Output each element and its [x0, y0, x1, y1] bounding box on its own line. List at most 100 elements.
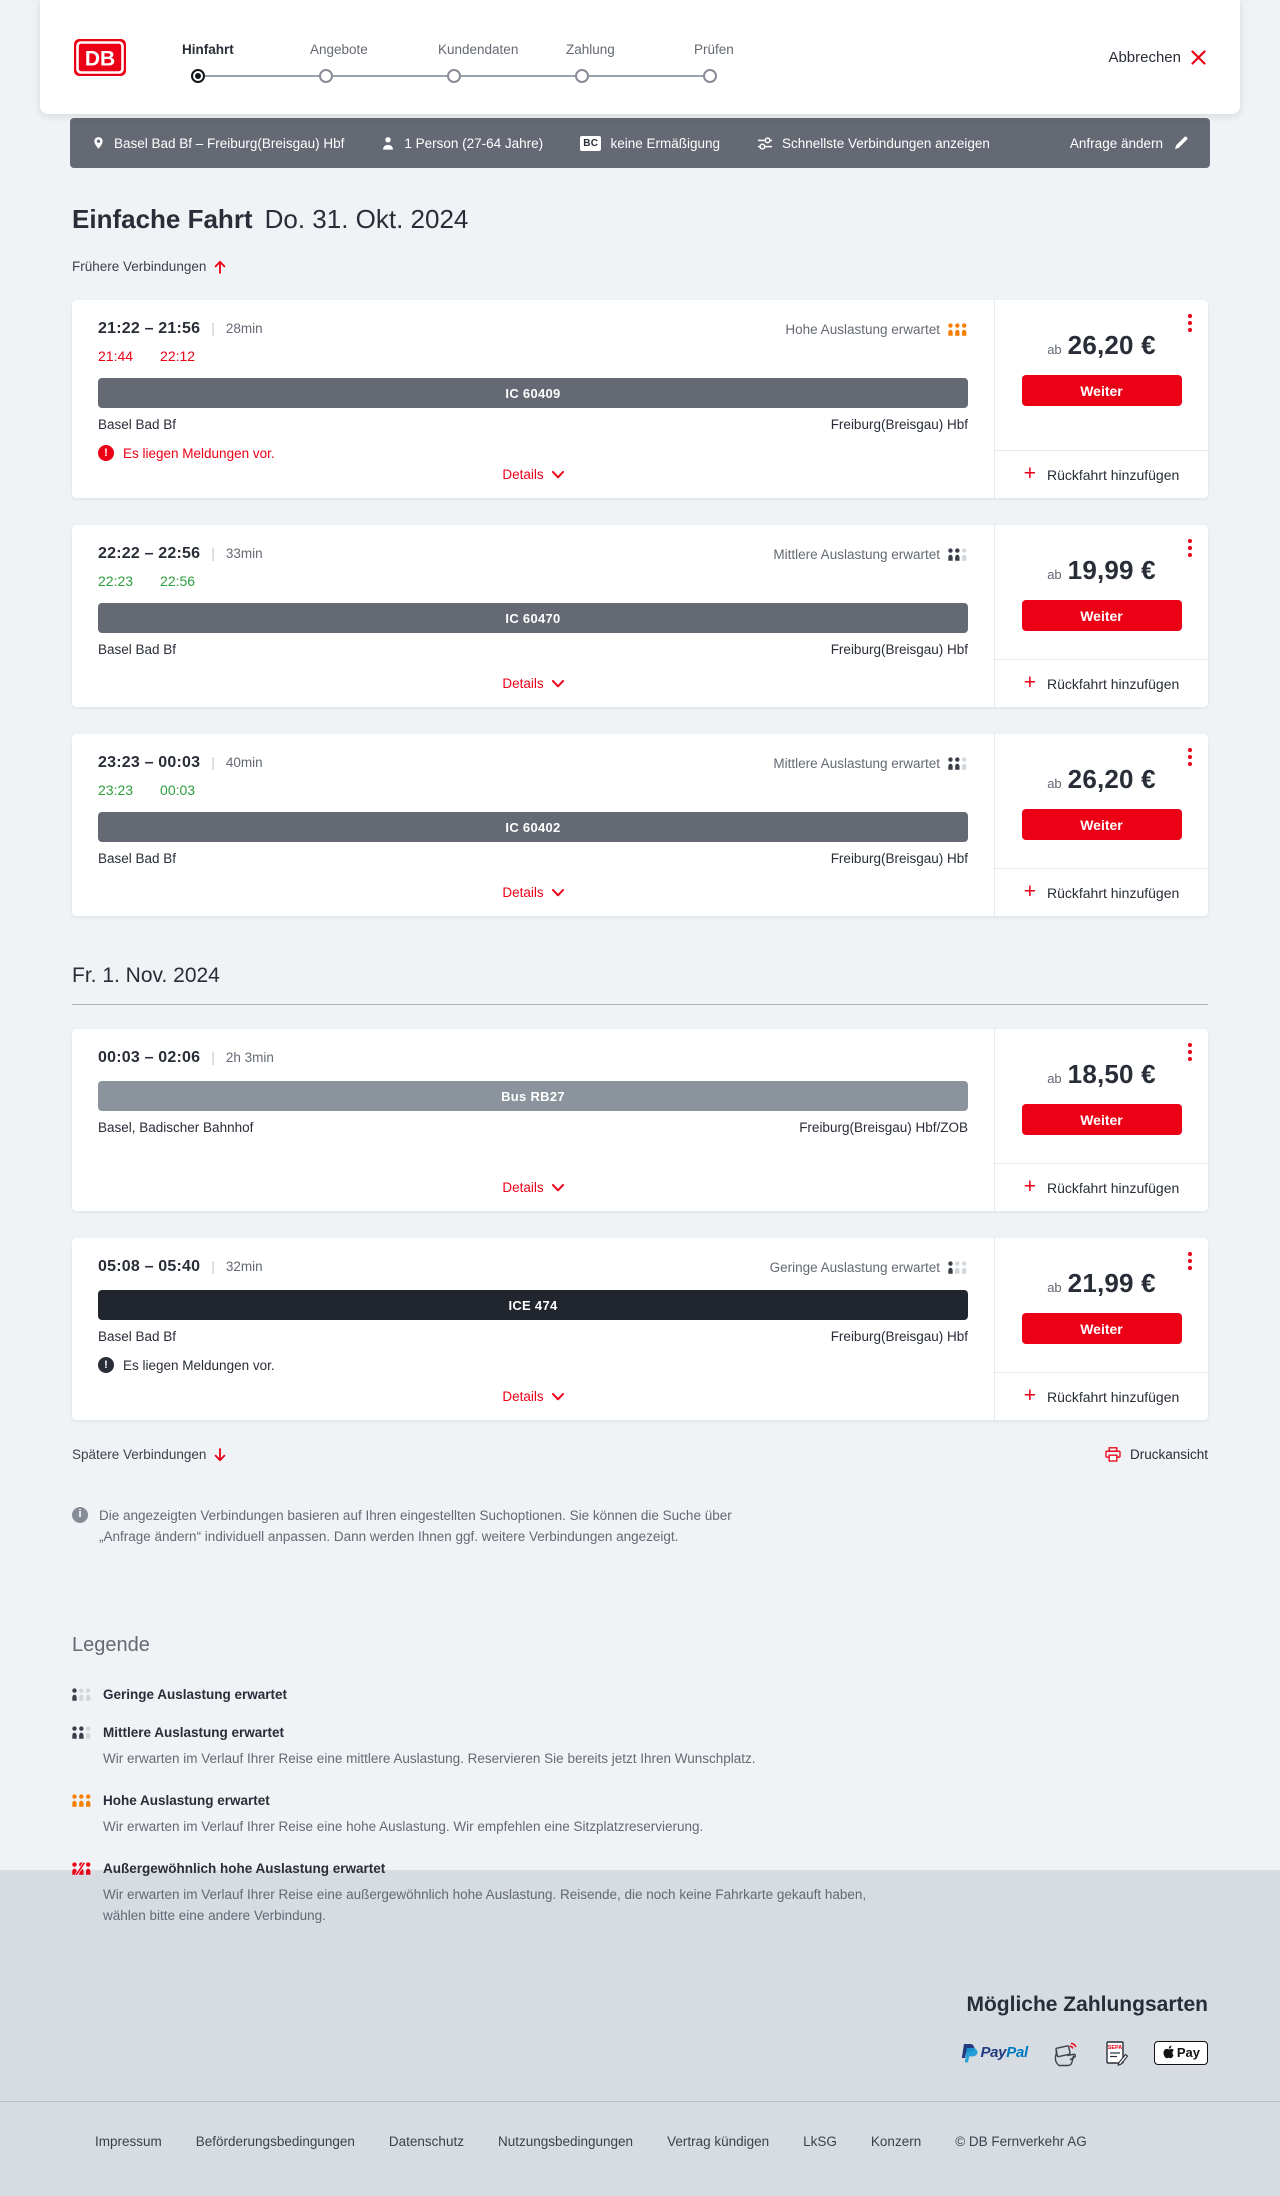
details-toggle[interactable]: Details [502, 1383, 564, 1408]
station-from: Basel Bad Bf [98, 851, 177, 866]
options-menu-button[interactable] [1184, 1039, 1196, 1065]
search-criteria-bar: Basel Bad Bf – Freiburg(Breisgau) Hbf 1 … [70, 118, 1210, 168]
footer-links: Impressum Beförderungsbedingungen Datens… [95, 2134, 1208, 2149]
station-from: Basel Bad Bf [98, 417, 177, 432]
weiter-button[interactable]: Weiter [1021, 375, 1182, 406]
step-dot [703, 68, 717, 83]
footer-link-impressum[interactable]: Impressum [95, 2133, 162, 2149]
legend-item: Mittlere Auslastung erwartet Wir erwarte… [72, 1725, 1208, 1770]
details-toggle[interactable]: Details [502, 461, 564, 486]
payment-section: Mögliche Zahlungsarten PayPal [0, 1953, 1280, 2067]
occupancy-indicator: Hohe Auslastung erwartet [785, 322, 968, 337]
price-panel: ab 26,20 € Weiter + Rückfahrt hinzufügen [994, 300, 1208, 498]
details-toggle[interactable]: Details [502, 670, 564, 695]
footer-link-konzern[interactable]: Konzern [870, 2133, 922, 2149]
add-return-button[interactable]: + Rückfahrt hinzufügen [995, 451, 1208, 498]
info-note: i Die angezeigten Verbindungen basieren … [72, 1506, 1208, 1548]
step-hinfahrt: Hinfahrt [182, 42, 319, 83]
train-number: IC 60402 [505, 819, 561, 835]
station-from: Basel Bad Bf [98, 1329, 177, 1344]
details-toggle[interactable]: Details [502, 1174, 564, 1199]
connection-card: 21:22 – 21:56 | 28min Hohe Auslastung er… [72, 300, 1208, 498]
fastest-connections-toggle[interactable]: Schnellste Verbindungen anzeigen [757, 136, 990, 151]
options-menu-button[interactable] [1184, 310, 1196, 336]
weiter-button[interactable]: Weiter [1021, 1104, 1182, 1135]
connection-card: 22:22 – 22:56 | 33min Mittlere Auslastun… [72, 525, 1208, 707]
footer-copyright: © DB Fernverkehr AG [955, 2133, 1087, 2149]
discount-criteria: BC keine Ermäßigung [580, 135, 720, 151]
footer-link-nutzungsbedingungen[interactable]: Nutzungsbedingungen [497, 2133, 634, 2149]
footer-link-datenschutz[interactable]: Datenschutz [388, 2133, 464, 2149]
connection-details: 23:23 – 00:03 | 40min Mittlere Auslastun… [72, 734, 994, 916]
connection-details: 00:03 – 02:06 | 2h 3min Bus RB27 Basel, … [72, 1029, 994, 1211]
station-to: Freiburg(Breisgau) Hbf [830, 642, 968, 657]
station-to: Freiburg(Breisgau) Hbf [830, 417, 968, 432]
print-view-button[interactable]: Druckansicht [1105, 1447, 1208, 1462]
realtime-arrival: 22:56 [160, 573, 196, 589]
realtime-times: 23:23 00:03 [98, 782, 968, 798]
plus-icon: + [1023, 1384, 1036, 1407]
step-dot-active [191, 68, 205, 83]
legend-item: Außergewöhnlich hohe Auslastung erwartet… [72, 1861, 1208, 1927]
add-return-button[interactable]: + Rückfahrt hinzufügen [995, 869, 1208, 916]
plus-icon: + [1023, 671, 1036, 694]
price: ab 26,20 € [1047, 330, 1156, 360]
trip-date: Do. 31. Okt. 2024 [264, 204, 469, 234]
time-info: 22:22 – 22:56 | 33min [98, 545, 263, 562]
step-pruefen: Prüfen [694, 42, 822, 83]
options-menu-button[interactable] [1184, 1248, 1196, 1274]
discount-text: keine Ermäßigung [610, 135, 720, 151]
details-toggle[interactable]: Details [502, 879, 564, 904]
realtime-departure: 23:23 [98, 782, 134, 798]
info-text: Die angezeigten Verbindungen basieren au… [99, 1508, 732, 1544]
change-request-button[interactable]: Anfrage ändern [1070, 136, 1188, 151]
price-panel: ab 26,20 € Weiter + Rückfahrt hinzufügen [994, 734, 1208, 916]
stations-row: Basel, Badischer Bahnhof Freiburg(Breisg… [98, 1120, 968, 1135]
realtime-times: 22:23 22:56 [98, 573, 968, 589]
train-label-bar: ICE 474 [98, 1290, 968, 1320]
step-dot [575, 68, 589, 83]
time-range: 00:03 – 02:06 [98, 1049, 201, 1066]
add-return-button[interactable]: + Rückfahrt hinzufügen [995, 660, 1208, 707]
price: ab 19,99 € [1047, 555, 1156, 585]
step-kundendaten: Kundendaten [438, 42, 575, 83]
route-text: Basel Bad Bf – Freiburg(Breisgau) Hbf [114, 135, 345, 151]
footer-link-vertrag-kuendigen[interactable]: Vertrag kündigen [667, 2133, 770, 2149]
options-menu-button[interactable] [1184, 535, 1196, 561]
options-menu-button[interactable] [1184, 744, 1196, 770]
occupancy-indicator: Mittlere Auslastung erwartet [773, 756, 968, 771]
page-title: Einfache Fahrt Do. 31. Okt. 2024 [72, 204, 1208, 235]
weiter-button[interactable]: Weiter [1021, 1313, 1182, 1344]
legend-section: Legende Geringe Auslastung erwartet Mitt… [72, 1634, 1208, 1927]
pencil-icon [1175, 136, 1188, 149]
bottom-strip: Mögliche Zahlungsarten PayPal [0, 1952, 1280, 2196]
footer-link-befoerderungsbedingungen[interactable]: Beförderungsbedingungen [195, 2133, 355, 2149]
connection-details: 05:08 – 05:40 | 32min Geringe Auslastung… [72, 1238, 994, 1420]
realtime-times: 21:44 22:12 [98, 348, 968, 364]
station-from: Basel, Badischer Bahnhof [98, 1120, 254, 1135]
footer: Impressum Beförderungsbedingungen Datens… [0, 2100, 1280, 2149]
fastest-text: Schnellste Verbindungen anzeigen [782, 135, 990, 151]
step-zahlung: Zahlung [566, 42, 703, 83]
time-info: 21:22 – 21:56 | 28min [98, 320, 263, 337]
later-row: Spätere Verbindungen Druckansicht [72, 1447, 1208, 1462]
printer-icon [1105, 1447, 1121, 1462]
sepa-direct-debit-icon: SEPA [1106, 2040, 1129, 2066]
add-return-button[interactable]: + Rückfahrt hinzufügen [995, 1164, 1208, 1211]
add-return-button[interactable]: + Rückfahrt hinzufügen [995, 1373, 1208, 1420]
earlier-connections-link[interactable]: Frühere Verbindungen [72, 259, 226, 274]
connection-card: 00:03 – 02:06 | 2h 3min Bus RB27 Basel, … [72, 1029, 1208, 1211]
time-range: 05:08 – 05:40 [98, 1258, 201, 1275]
weiter-button[interactable]: Weiter [1021, 809, 1182, 840]
occupancy-indicator: Geringe Auslastung erwartet [770, 1260, 968, 1275]
footer-link-lksg[interactable]: LkSG [803, 2133, 837, 2149]
occupancy-indicator: Mittlere Auslastung erwartet [773, 547, 968, 562]
station-from: Basel Bad Bf [98, 642, 177, 657]
svg-text:SEPA: SEPA [1108, 2045, 1123, 2051]
occupancy-label: Mittlere Auslastung erwartet [773, 755, 940, 771]
cancel-button[interactable]: Abbrechen [1108, 49, 1206, 66]
occupancy-mid-icon [72, 1726, 91, 1739]
weiter-button[interactable]: Weiter [1021, 600, 1182, 631]
db-logo[interactable]: DB [74, 38, 126, 76]
later-connections-link[interactable]: Spätere Verbindungen [72, 1447, 226, 1462]
